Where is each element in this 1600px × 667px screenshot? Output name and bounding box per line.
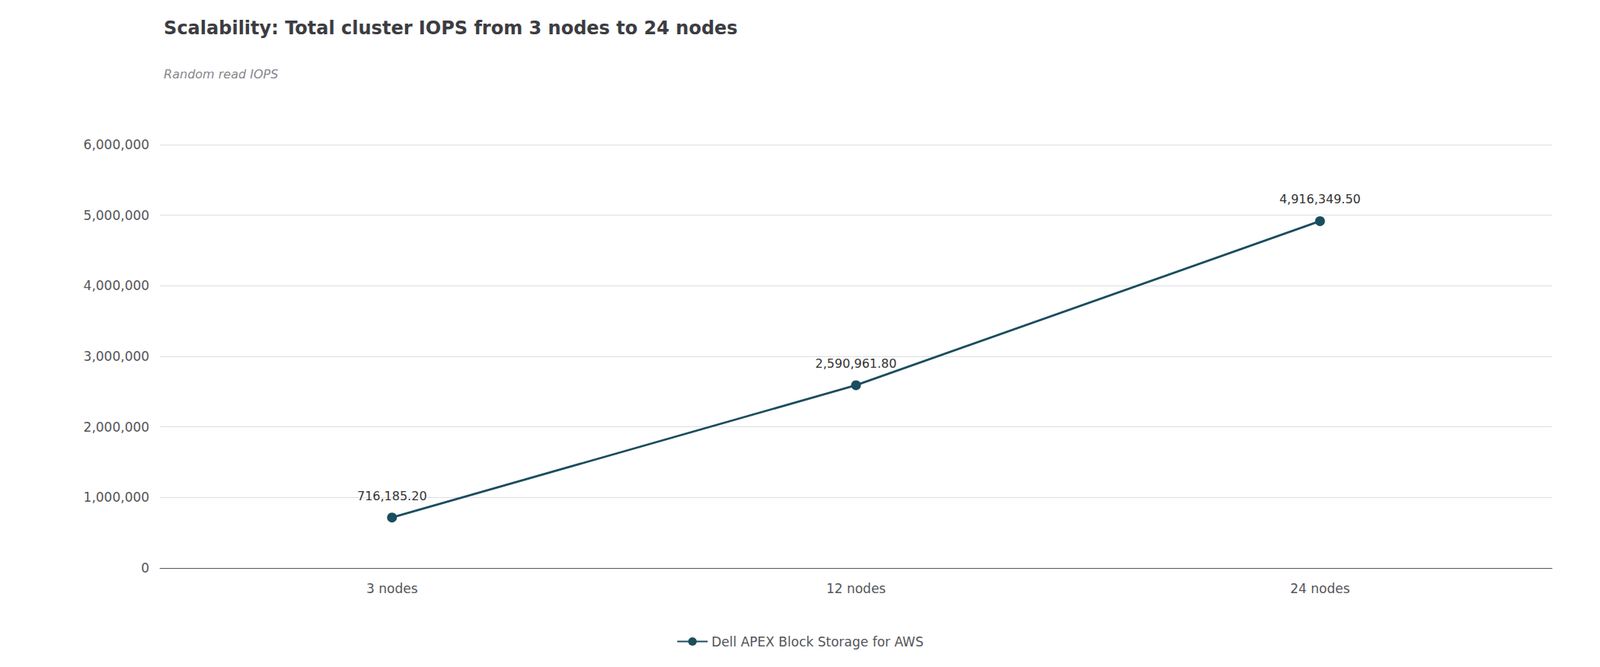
svg-text:4,000,000: 4,000,000	[83, 277, 151, 294]
svg-text:1,000,000: 1,000,000	[83, 489, 151, 505]
svg-text:12 nodes: 12 nodes	[826, 581, 886, 597]
svg-text:24 nodes: 24 nodes	[1290, 581, 1350, 597]
svg-text:4,916,349.50: 4,916,349.50	[1279, 191, 1361, 207]
svg-text:0: 0	[140, 560, 150, 576]
svg-text:Scalability: Total cluster IOP: Scalability: Total cluster IOPS from 3 n…	[163, 17, 738, 39]
svg-text:2,590,961.80: 2,590,961.80	[815, 356, 898, 371]
svg-text:3 nodes: 3 nodes	[366, 581, 419, 597]
svg-text:716,185.20: 716,185.20	[357, 488, 428, 504]
svg-text:6,000,000: 6,000,000	[83, 137, 151, 153]
svg-text:3,000,000: 3,000,000	[83, 348, 151, 365]
svg-text:2,000,000: 2,000,000	[83, 419, 151, 435]
svg-text:5,000,000: 5,000,000	[83, 207, 151, 224]
svg-text:Random read IOPS: Random read IOPS	[163, 67, 278, 82]
svg-text:Dell APEX Block Storage for AW: Dell APEX Block Storage for AWS	[711, 634, 923, 650]
